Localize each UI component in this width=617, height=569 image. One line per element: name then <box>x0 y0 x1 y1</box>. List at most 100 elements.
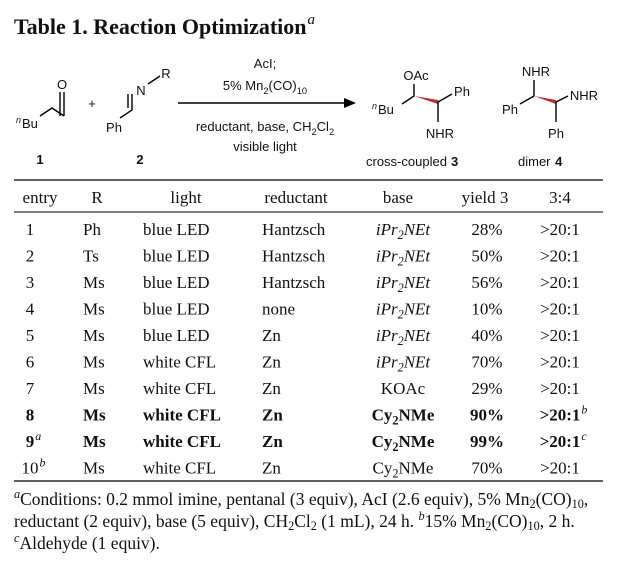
table-cell: Zn <box>262 353 281 372</box>
table-note: b <box>40 456 46 470</box>
table-cell: blue LED <box>143 326 210 345</box>
table-cell: blue LED <box>143 247 210 266</box>
table-cell: blue LED <box>143 300 210 319</box>
plus: + <box>88 96 96 111</box>
amine: NHR <box>522 64 550 79</box>
amine: NHR <box>570 88 598 103</box>
compound-number: 1 <box>36 152 43 167</box>
table-cell: 90% <box>470 406 504 425</box>
table-cell: Zn <box>262 326 281 345</box>
table-cell: Ms <box>83 300 105 319</box>
table-cell: >20:1 <box>540 247 580 266</box>
table-note: a <box>35 429 41 443</box>
table-cell: Ph <box>83 220 101 239</box>
table-cell: iPr2NEt <box>376 353 432 375</box>
table-cell: 40% <box>471 326 502 345</box>
table-cell: >20:1 <box>540 273 580 292</box>
table-cell: Ms <box>83 459 105 478</box>
table-cell: Ms <box>83 432 106 451</box>
amine: NHR <box>426 126 454 141</box>
table-cell: >20:1 <box>540 459 580 478</box>
compound-number: 4 <box>555 154 563 169</box>
table-cell: Hantzsch <box>262 220 326 239</box>
table-cell: 1 <box>26 220 35 239</box>
table-cell: Hantzsch <box>262 247 326 266</box>
table-cell: Ms <box>83 406 106 425</box>
column-header: entry <box>23 188 58 207</box>
table-note: b <box>581 403 587 417</box>
table-cell: >20:1 <box>540 326 580 345</box>
table-cell: >20:1 <box>540 353 580 372</box>
table-cell: iPr2NEt <box>376 220 432 242</box>
table-cell: 50% <box>471 247 502 266</box>
table-cell: 70% <box>471 353 502 372</box>
table-cell: Cy2NMe <box>373 459 434 481</box>
bond <box>414 96 438 104</box>
condition: reductant, base, CH2Cl2 <box>196 119 334 137</box>
group: R <box>161 66 170 81</box>
table-cell: 6 <box>26 353 35 372</box>
table-cell: iPr2NEt <box>376 273 432 295</box>
condition: 5% Mn2(CO)10 <box>223 78 307 96</box>
table-cell: Ms <box>83 273 105 292</box>
bond <box>534 96 556 104</box>
arrow-head <box>344 98 356 108</box>
table-cell: 56% <box>471 273 502 292</box>
table-cell: Ms <box>83 379 105 398</box>
table-cell: blue LED <box>143 273 210 292</box>
substituent: Bu <box>22 116 38 131</box>
table-figure: Table 1. Reaction Optimization an BuO1+NR… <box>14 12 603 482</box>
table-cell: 70% <box>471 459 502 478</box>
footnote-mark: b <box>418 509 425 524</box>
table-cell: 7 <box>26 379 35 398</box>
table-cell: Zn <box>262 432 283 451</box>
superscript-prefix: n <box>372 101 377 111</box>
bond <box>147 75 161 85</box>
title: Table 1. Reaction Optimization <box>14 14 307 39</box>
atom: N <box>136 83 145 98</box>
table-cell: Cy2NMe <box>372 406 435 428</box>
footnote-text: 15% Mn2(CO)10, 2 h. <box>424 511 575 534</box>
bond <box>437 93 453 103</box>
oxy: OAc <box>403 68 429 83</box>
compound-number: 2 <box>136 152 143 167</box>
table-cell: iPr2NEt <box>376 300 432 322</box>
bond <box>401 84 415 105</box>
table-cell: white CFL <box>143 406 221 425</box>
table-cell: 9 <box>26 432 35 451</box>
table-cell: iPr2NEt <box>376 326 432 348</box>
table-cell: 10 <box>22 459 39 478</box>
table-cell: 3 <box>26 273 35 292</box>
table-cell: Ms <box>83 353 105 372</box>
compound-number: 3 <box>451 154 458 169</box>
table-cell: 8 <box>26 406 35 425</box>
table-cell: blue LED <box>143 220 210 239</box>
column-header: 3:4 <box>549 188 571 207</box>
substituent: Bu <box>378 102 394 117</box>
footnote-mark: c <box>14 531 20 546</box>
aryl: Ph <box>548 126 564 141</box>
table-cell: none <box>262 300 295 319</box>
condition: visible light <box>233 139 297 154</box>
table-cell: >20:1 <box>540 432 581 451</box>
table-cell: 4 <box>26 300 35 319</box>
table-cell: Zn <box>262 379 281 398</box>
table-cell: Hantzsch <box>262 273 326 292</box>
table-cell: white CFL <box>143 353 216 372</box>
table-cell: Ms <box>83 326 105 345</box>
table-cell: >20:1 <box>540 220 580 239</box>
table-cell: 99% <box>470 432 504 451</box>
table-cell: >20:1 <box>540 406 581 425</box>
table-cell: >20:1 <box>540 300 580 319</box>
condition: AcI; <box>254 56 276 71</box>
table-cell: Zn <box>262 406 283 425</box>
table-cell: iPr2NEt <box>376 247 432 269</box>
table-cell: Ts <box>83 247 99 266</box>
footnote-text: Aldehyde (1 equiv). <box>19 533 160 553</box>
table-cell: white CFL <box>143 379 216 398</box>
column-header: yield 3 <box>462 188 509 207</box>
table-cell: Zn <box>262 459 281 478</box>
column-header: reductant <box>264 188 328 207</box>
aryl: Ph <box>106 120 122 135</box>
bond <box>555 95 569 103</box>
